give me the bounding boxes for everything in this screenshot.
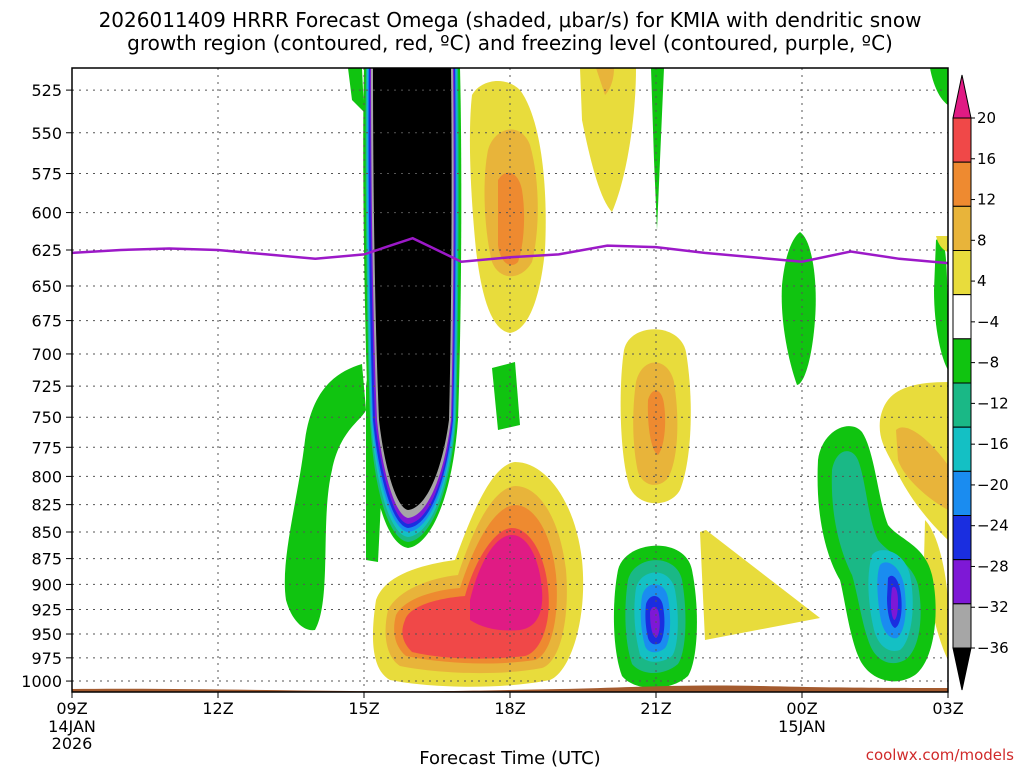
omega-column-core	[373, 68, 452, 510]
colorbar-label: −28	[977, 557, 1009, 575]
y-tick-label: 575	[31, 165, 62, 184]
omega-positive-region	[896, 427, 948, 510]
x-tick-label: 15Z	[348, 699, 379, 718]
y-tick-label: 950	[31, 625, 62, 644]
x-tick-year-label: 2026	[52, 734, 93, 753]
omega-negative-region	[284, 364, 366, 631]
colorbar-label: 20	[977, 109, 996, 127]
omega-negative-region	[492, 362, 520, 430]
x-tick-date-label: 15JAN	[778, 717, 826, 736]
ground-surface	[72, 685, 948, 692]
colorbar-label: −8	[977, 354, 999, 372]
y-tick-label: 725	[31, 377, 62, 396]
y-tick-label: 975	[31, 649, 62, 668]
colorbar-segment	[952, 559, 972, 605]
x-axis-title: Forecast Time (UTC)	[419, 748, 600, 768]
y-tick-label: 750	[31, 408, 62, 427]
colorbar-label: 12	[977, 191, 996, 209]
x-tick-label: 12Z	[202, 699, 233, 718]
freezing-level-line	[72, 236, 948, 265]
colorbar-segment	[952, 161, 972, 207]
omega-positive-region	[580, 68, 636, 212]
omega-negative-region	[650, 606, 660, 638]
colorbar-segment	[952, 205, 972, 251]
chart-title-line-2: growth region (contoured, red, ºC) and f…	[127, 31, 893, 55]
omega-positive-region	[700, 530, 820, 640]
x-tick-label: 18Z	[494, 699, 525, 718]
y-tick-label: 825	[31, 496, 62, 515]
x-tick-label: 21Z	[640, 699, 671, 718]
colorbar-label: 4	[977, 272, 987, 290]
y-tick-label: 775	[31, 438, 62, 457]
colorbar-label: 8	[977, 231, 987, 249]
chart-title-line-1: 2026011409 HRRR Forecast Omega (shaded, …	[99, 8, 922, 32]
colorbar-arrow-bottom	[952, 647, 972, 691]
colorbar-label: −20	[977, 476, 1009, 494]
y-tick-label: 625	[31, 241, 62, 260]
omega-negative-region	[890, 586, 898, 620]
y-tick-label: 550	[31, 124, 62, 143]
y-tick-label: 1000	[21, 672, 62, 691]
x-tick-label: 03Z	[932, 699, 963, 718]
colorbar-label: −12	[977, 394, 1009, 412]
colorbar-label: −4	[977, 313, 999, 331]
y-tick-label: 525	[31, 81, 62, 100]
omega-negative-region	[930, 68, 948, 105]
colorbar-label: −36	[977, 639, 1009, 657]
omega-positive-region	[596, 68, 614, 95]
y-axis: 525 550 575 600 625 650 675 700 725 750 775 800 825 8…	[21, 81, 72, 691]
y-tick-label: 600	[31, 204, 62, 223]
y-tick-label: 925	[31, 601, 62, 620]
colorbar-segment	[952, 470, 972, 517]
omega-positive-region	[924, 520, 948, 660]
colorbar-segment	[952, 117, 972, 163]
colorbar-legend: 20 16 12 8 4 −4 −8 −12 −16 −20 −24 −28 −32 −36	[952, 74, 1009, 691]
omega-negative-region	[934, 238, 948, 370]
y-tick-label: 800	[31, 467, 62, 486]
colorbar-segment	[952, 294, 972, 340]
x-tick-label: 00Z	[786, 699, 817, 718]
colorbar-arrow-top	[952, 74, 972, 119]
omega-positive-region	[647, 390, 666, 455]
omega-negative-region	[651, 68, 664, 230]
plot-area	[72, 68, 948, 692]
omega-negative-region	[348, 68, 364, 112]
grid-lines	[72, 68, 948, 692]
colorbar-segment	[952, 250, 972, 296]
colorbar-segment	[952, 426, 972, 472]
colorbar-segment	[952, 603, 972, 649]
colorbar-label: −24	[977, 517, 1009, 535]
y-tick-label: 700	[31, 345, 62, 364]
omega-shading	[284, 68, 948, 688]
x-tick-label: 09Z	[56, 699, 87, 718]
colorbar-label: −32	[977, 598, 1009, 616]
y-tick-label: 675	[31, 312, 62, 331]
y-tick-label: 900	[31, 575, 62, 594]
y-tick-label: 875	[31, 550, 62, 569]
credit-text: coolwx.com/models	[866, 746, 1014, 764]
y-tick-label: 850	[31, 523, 62, 542]
colorbar-segment	[952, 382, 972, 428]
x-tick-date-label: 14JAN	[48, 717, 96, 736]
colorbar-label: −16	[977, 435, 1009, 453]
colorbar-label: 16	[977, 150, 996, 168]
omega-negative-region	[781, 232, 816, 385]
colorbar-segment	[952, 338, 972, 384]
omega-positive-region	[936, 236, 948, 252]
omega-positive-region	[498, 172, 525, 266]
y-tick-label: 650	[31, 277, 62, 296]
colorbar-segment	[952, 515, 972, 561]
omega-positive-core	[470, 535, 543, 631]
